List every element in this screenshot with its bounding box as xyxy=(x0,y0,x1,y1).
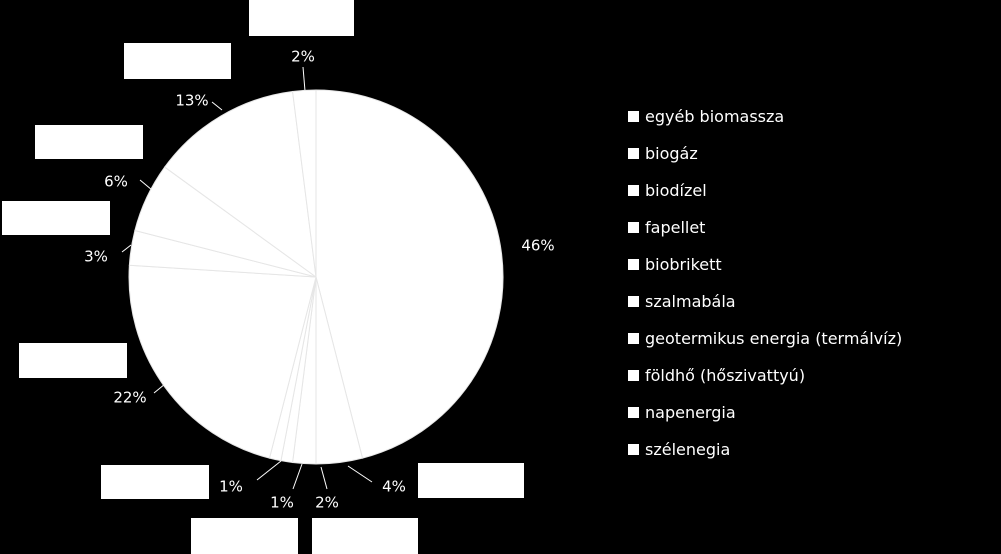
pie-slice xyxy=(292,89,317,278)
legend-label: egyéb biomassza xyxy=(645,107,785,126)
leader-line xyxy=(302,66,306,92)
legend-swatch xyxy=(628,333,639,344)
leader-line xyxy=(256,460,282,481)
pie-slice xyxy=(128,264,317,459)
slice-percent-label: 2% xyxy=(315,494,339,512)
slice-percent-label: 3% xyxy=(84,248,108,266)
legend-swatch xyxy=(628,407,639,418)
category-label-box xyxy=(124,43,231,79)
legend-swatch xyxy=(628,370,639,381)
legend-item: geotermikus energia (termálvíz) xyxy=(628,320,988,357)
category-label-box xyxy=(19,343,127,378)
slice-percent-label: 22% xyxy=(113,389,146,407)
percent-labels: 46% 4% 2% 1% 1% 22% 3% 6% 13% 2% xyxy=(84,48,555,512)
leader-line xyxy=(320,466,328,490)
slice-percent-label: 4% xyxy=(382,478,406,496)
category-label-box xyxy=(101,465,209,499)
category-label-box xyxy=(2,201,110,235)
slice-percent-label: 2% xyxy=(291,48,315,66)
leader-lines xyxy=(121,66,373,490)
legend-item: szalmabála xyxy=(628,283,988,320)
legend-label: fapellet xyxy=(645,218,706,237)
legend: egyéb biomassza biogáz biodízel fapellet bio… xyxy=(628,98,988,468)
slice-percent-label: 1% xyxy=(270,494,294,512)
legend-label: földhő (hőszivattyú) xyxy=(645,366,806,385)
pie-slice xyxy=(315,89,504,459)
slice-percent-label: 13% xyxy=(175,92,208,110)
category-label-box xyxy=(418,463,524,498)
legend-swatch xyxy=(628,444,639,455)
leader-line xyxy=(121,244,132,253)
legend-item: biogáz xyxy=(628,135,988,172)
legend-label: szalmabála xyxy=(645,292,736,311)
legend-label: biobrikett xyxy=(645,255,722,274)
legend-swatch xyxy=(628,111,639,122)
legend-item: földhő (hőszivattyú) xyxy=(628,357,988,394)
legend-item: napenergia xyxy=(628,394,988,431)
legend-item: szélenegia xyxy=(628,431,988,468)
legend-swatch xyxy=(628,222,639,233)
legend-swatch xyxy=(628,259,639,270)
legend-item: egyéb biomassza xyxy=(628,98,988,135)
category-label-box xyxy=(35,125,143,159)
pie-slices xyxy=(128,89,504,465)
category-label-box xyxy=(191,518,298,554)
category-label-box xyxy=(312,518,418,554)
slice-percent-label: 46% xyxy=(521,237,554,255)
legend-item: biobrikett xyxy=(628,246,988,283)
leader-line xyxy=(139,179,153,191)
legend-swatch xyxy=(628,296,639,307)
pie-slice xyxy=(164,90,317,279)
legend-label: napenergia xyxy=(645,403,736,422)
legend-label: biodízel xyxy=(645,181,707,200)
legend-label: biogáz xyxy=(645,144,698,163)
leader-line xyxy=(292,463,303,490)
legend-swatch xyxy=(628,185,639,196)
legend-item: biodízel xyxy=(628,172,988,209)
category-label-boxes xyxy=(2,0,524,554)
leader-line xyxy=(347,465,373,483)
legend-label: szélenegia xyxy=(645,440,731,459)
legend-item: fapellet xyxy=(628,209,988,246)
legend-label: geotermikus energia (termálvíz) xyxy=(645,329,903,348)
legend-swatch xyxy=(628,148,639,159)
category-label-box xyxy=(249,0,354,36)
slice-percent-label: 6% xyxy=(104,173,128,191)
leader-line xyxy=(211,101,223,111)
slice-percent-label: 1% xyxy=(219,478,243,496)
